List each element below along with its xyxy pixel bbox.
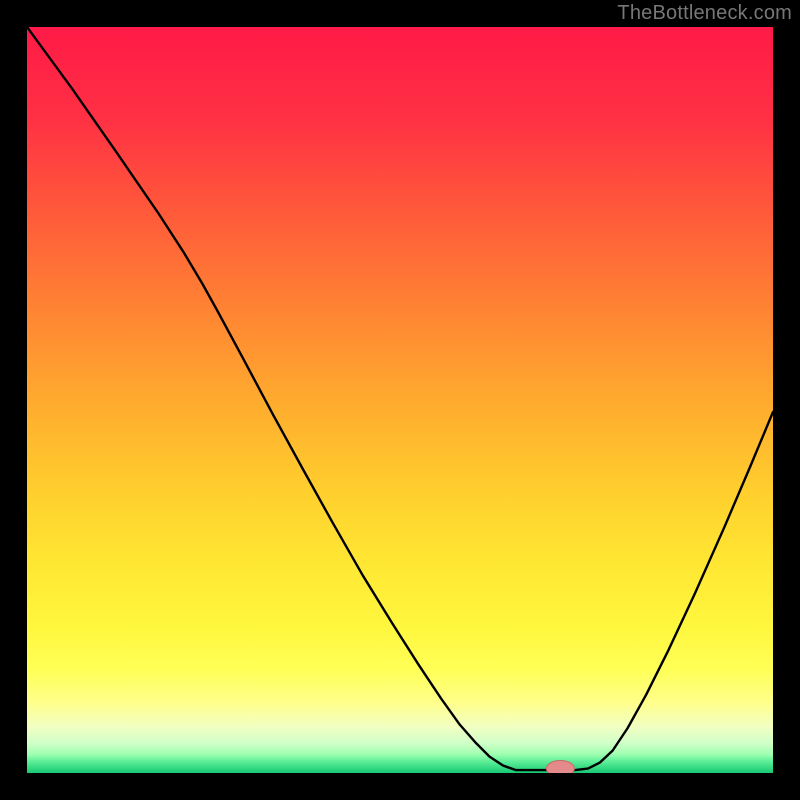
bottleneck-chart bbox=[27, 27, 773, 773]
gradient-background bbox=[27, 27, 773, 773]
chart-svg bbox=[27, 27, 773, 773]
watermark-text: TheBottleneck.com bbox=[617, 2, 792, 25]
optimal-point-marker bbox=[546, 761, 574, 773]
chart-frame: TheBottleneck.com bbox=[0, 0, 800, 800]
